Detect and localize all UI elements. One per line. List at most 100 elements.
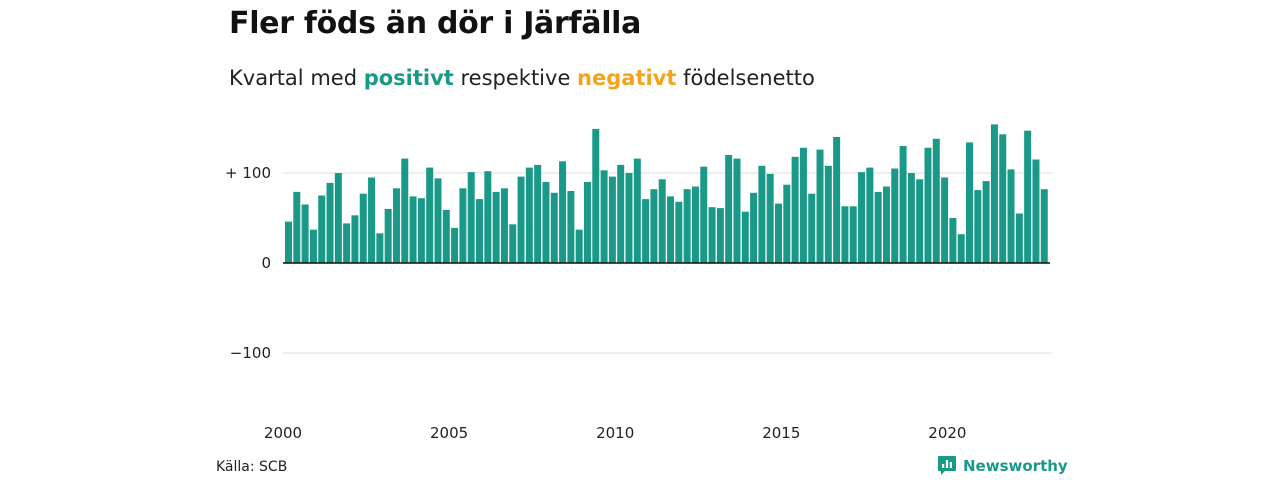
bar [476,199,484,263]
bar [932,138,940,263]
bar [392,188,400,263]
bar [716,208,724,263]
bar [741,211,749,263]
bar [326,182,334,263]
newsworthy-logo-icon [938,456,956,475]
bar [982,181,990,263]
bar [725,155,733,263]
bar [866,167,874,263]
bar [409,196,417,263]
bar [500,188,508,263]
bar [1024,130,1032,263]
bar [990,124,998,264]
subtitle-middle: respektive [453,66,578,90]
bar [824,165,832,263]
bar [882,186,890,263]
bar [343,223,351,263]
bar [999,134,1007,263]
bar [285,221,292,263]
bar [708,207,716,263]
bar [766,173,774,263]
bar [293,191,301,263]
subtitle-negative-label: negativt [577,66,677,90]
gridlines [283,172,1052,354]
bar [633,158,641,263]
bar [775,203,782,263]
bar [658,179,666,263]
bar [384,209,392,263]
chart-title: Fler föds än dör i Järfälla [229,6,642,41]
subtitle-positive-label: positivt [363,66,454,90]
chart-subtitle: Kvartal med positivt respektive negativt… [229,66,815,90]
bar [608,176,616,263]
bar [783,184,791,263]
newsworthy-logo: Newsworthy [937,455,1068,477]
bar [916,179,924,263]
bar [733,158,741,263]
bar [691,186,699,263]
bar [451,227,459,263]
bar [376,233,384,263]
bar [417,198,425,263]
subtitle-prefix: Kvartal med [229,66,364,90]
bar [617,164,625,263]
brand-name: Newsworthy [963,457,1068,475]
bar [683,189,691,263]
bar [368,177,376,263]
bar [467,172,475,263]
y-tick-label: 0 [261,254,271,272]
bar [941,177,949,263]
bars [285,124,1048,264]
bar [841,206,849,263]
bar [1015,213,1023,263]
x-tick-label: 2020 [928,424,966,442]
bar [816,149,824,263]
subtitle-suffix: födelsenetto [676,66,815,90]
bar [459,188,467,263]
bar [301,204,309,263]
bar [426,167,434,263]
bar [758,165,766,263]
bar [559,161,567,263]
x-tick-label: 2010 [596,424,634,442]
bar [575,229,583,263]
bar [351,215,359,263]
bar [550,192,558,263]
x-tick-label: 2005 [430,424,468,442]
bar [891,168,899,263]
bar [592,128,600,263]
x-axis-ticks: 2000 2005 2010 2015 2020 [264,424,967,442]
bar [442,209,450,263]
bar [700,166,708,263]
x-tick-label: 2015 [762,424,800,442]
bar [791,156,799,263]
bar [899,146,907,263]
bar [924,147,932,263]
bar [534,164,542,263]
bar [858,172,866,263]
bar [907,173,915,263]
bar [957,234,965,263]
bar [509,224,517,263]
y-tick-label: −100 [230,344,271,362]
bar [583,182,591,263]
y-axis-ticks: + 100 0 −100 [225,164,271,362]
source-note: Källa: SCB [216,459,288,475]
bar [1032,159,1040,263]
bar [833,137,841,263]
bar [434,178,442,263]
bar [650,189,658,263]
bar [849,206,857,263]
bar-chart: + 100 0 −100 2000 2005 2010 2015 2020 [225,124,1052,442]
bar [542,182,550,263]
bar [492,191,500,263]
bar [642,199,650,263]
bar [1007,169,1015,263]
bar [1040,189,1048,263]
bar [359,193,367,263]
bar [625,173,633,263]
bar [949,218,957,263]
bar [874,191,882,263]
bar [974,190,982,263]
bar [309,229,317,263]
